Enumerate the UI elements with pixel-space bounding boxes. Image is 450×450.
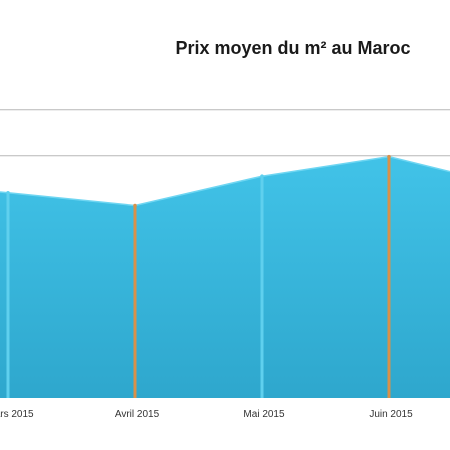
- x-tick-label-3: Juin 2015: [369, 409, 413, 420]
- data-point-0: [6, 191, 10, 195]
- data-point-1: [133, 203, 137, 208]
- chart-title: Prix moyen du m² au Maroc: [175, 38, 410, 58]
- x-axis-ticks: Mars 2015 Avril 2015 Mai 2015 Juin 2015: [0, 409, 413, 420]
- area-series: [0, 155, 450, 398]
- x-tick-label-0: Mars 2015: [0, 409, 34, 420]
- x-tick-label-1: Avril 2015: [115, 409, 160, 420]
- area-fill: [0, 156, 450, 398]
- gridlines: [0, 109, 450, 157]
- data-point-3: [387, 154, 391, 159]
- drop-lines: [6, 154, 391, 398]
- x-tick-label-2: Mai 2015: [243, 409, 285, 420]
- data-point-2: [260, 174, 264, 179]
